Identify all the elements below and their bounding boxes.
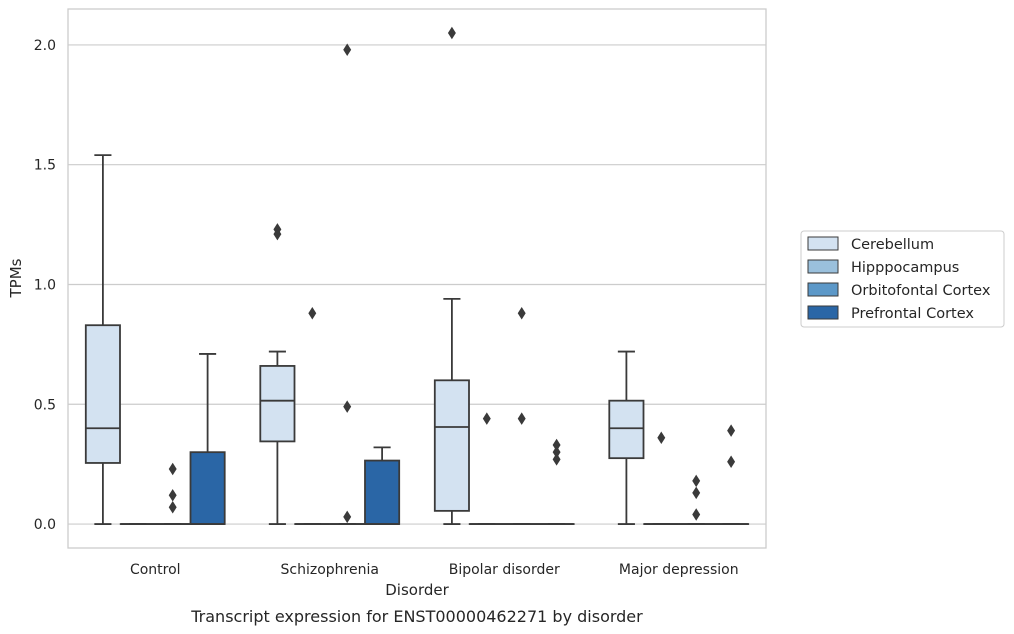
box-iqr — [364, 459, 401, 525]
legend-label: Cerebellum — [851, 237, 934, 253]
legend: Cerebellum Hipppocampus Orbitofontal Corte… — [800, 230, 1005, 328]
x-tick-label: Schizophrenia — [281, 562, 379, 578]
x-tick-label: Major depression — [619, 562, 739, 578]
box-cerebellum — [84, 154, 121, 525]
outlier-point — [552, 453, 561, 466]
y-tick-label: 0.5 — [34, 397, 56, 413]
box-iqr — [433, 379, 470, 512]
outlier-point — [168, 501, 177, 514]
box-cerebellum — [433, 26, 470, 525]
box-prefrontal-cortex — [713, 424, 750, 525]
box-orbitofontal-cortex — [329, 43, 366, 525]
legend-swatch — [807, 236, 839, 251]
legend-swatch — [807, 259, 839, 274]
outlier-point — [692, 474, 701, 488]
box-cerebellum — [259, 223, 296, 525]
y-axis-title: TPMs — [7, 258, 25, 298]
outlier-point — [343, 43, 352, 56]
outlier-point — [727, 455, 736, 469]
box-hipppocampus — [643, 431, 680, 525]
outlier-point — [727, 424, 736, 437]
outlier-point — [692, 486, 701, 500]
box-iqr — [259, 365, 296, 443]
box-orbitofontal-cortex — [678, 474, 715, 525]
outlier-point — [517, 412, 526, 425]
box-orbitofontal-cortex — [154, 462, 191, 525]
outlier-point — [482, 412, 491, 425]
legend-label: Hipppocampus — [851, 260, 959, 276]
y-tick-label: 1.0 — [34, 277, 56, 293]
y-tick-label: 1.5 — [34, 158, 56, 174]
box-prefrontal-cortex — [189, 353, 226, 525]
outlier-point — [692, 508, 701, 521]
outlier-point — [168, 462, 177, 476]
y-tick-labels: 0.0 0.5 1.0 1.5 2.0 — [34, 38, 56, 533]
y-tick-label: 0.0 — [34, 517, 56, 533]
box-prefrontal-cortex — [538, 438, 575, 525]
figure-caption: Transcript expression for ENST0000046227… — [190, 607, 643, 626]
outlier-point — [308, 306, 317, 320]
box-prefrontal-cortex — [364, 446, 401, 525]
box-iqr — [189, 451, 226, 525]
legend-frame — [800, 230, 1005, 328]
y-tick-label: 2.0 — [34, 38, 56, 54]
outlier-point — [168, 489, 177, 502]
outlier-point — [552, 445, 561, 459]
box-iqr — [84, 324, 121, 464]
outlier-point — [447, 26, 456, 40]
outlier-point — [343, 510, 352, 524]
outlier-point — [517, 306, 526, 320]
box-layer — [84, 26, 750, 525]
legend-label: Prefrontal Cortex — [851, 306, 974, 322]
plot-area-frame — [67, 8, 767, 549]
legend-label: Orbitofontal Cortex — [851, 283, 991, 299]
legend-swatch — [807, 305, 839, 320]
outlier-point — [552, 438, 561, 452]
outlier-point — [657, 431, 666, 445]
outlier-point — [273, 223, 282, 236]
box-iqr — [608, 399, 645, 460]
x-axis-title: Disorder — [385, 581, 449, 599]
outlier-point — [343, 400, 352, 413]
x-tick-label: Bipolar disorder — [449, 562, 560, 578]
legend-items: Cerebellum Hipppocampus Orbitofontal Corte… — [807, 236, 991, 322]
x-tick-labels: Control Schizophrenia Bipolar disorder Majo… — [130, 562, 739, 578]
legend-swatch — [807, 282, 839, 297]
x-tick-label: Control — [130, 562, 181, 578]
box-cerebellum — [608, 350, 645, 525]
